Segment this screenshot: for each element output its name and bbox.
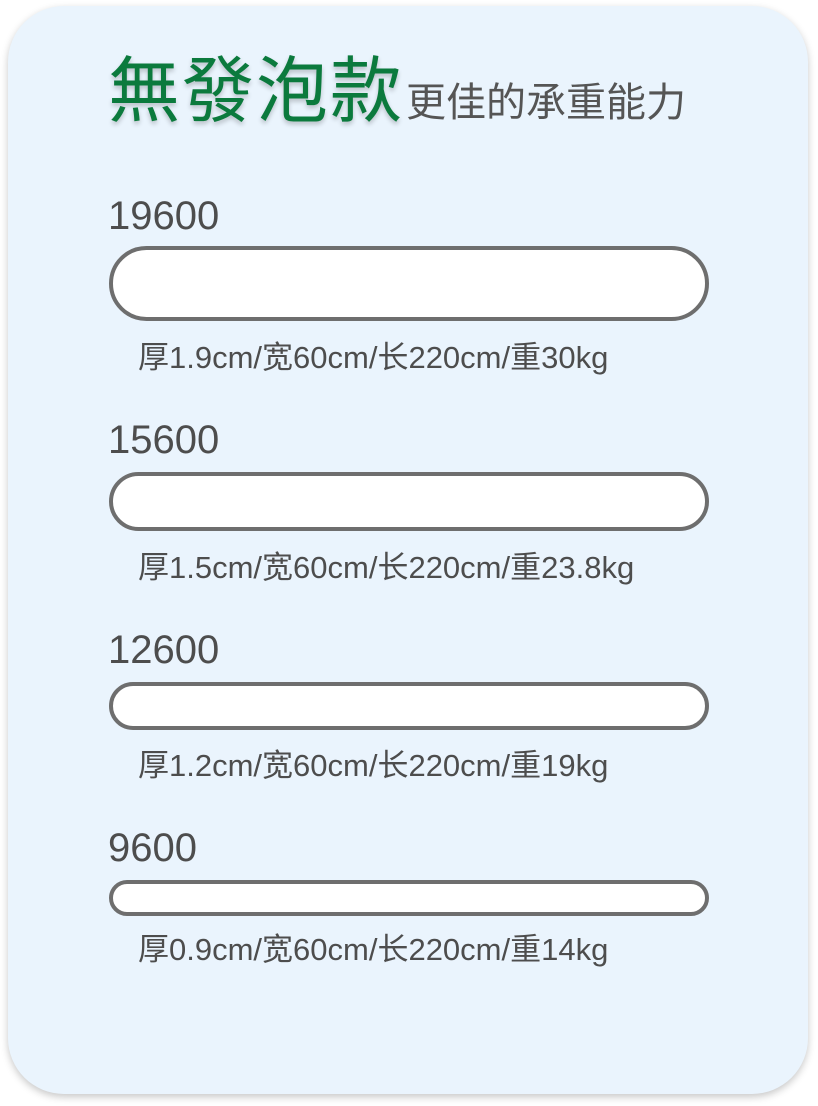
title-subtitle: 更佳的承重能力 [406, 80, 687, 126]
model-label: 9600 [108, 826, 197, 870]
spec-text: 厚1.2cm/宽60cm/长220cm/重19kg [138, 748, 609, 783]
title-row: 無發泡款更佳的承重能力 [108, 32, 686, 137]
model-label: 12600 [108, 628, 220, 672]
thickness-bar [109, 246, 709, 321]
spec-text: 厚1.9cm/宽60cm/长220cm/重30kg [138, 340, 609, 375]
spec-text: 厚0.9cm/宽60cm/长220cm/重14kg [138, 932, 609, 967]
thickness-bar [109, 880, 709, 916]
thickness-bar [109, 682, 709, 730]
title-main: 無發泡款 [108, 49, 405, 133]
spec-text: 厚1.5cm/宽60cm/长220cm/重23.8kg [138, 550, 635, 585]
model-label: 19600 [108, 194, 220, 238]
model-label: 15600 [108, 418, 220, 462]
thickness-bar [109, 472, 709, 531]
product-card: 無發泡款更佳的承重能力 19600 厚1.9cm/宽60cm/长220cm/重3… [8, 6, 808, 1094]
